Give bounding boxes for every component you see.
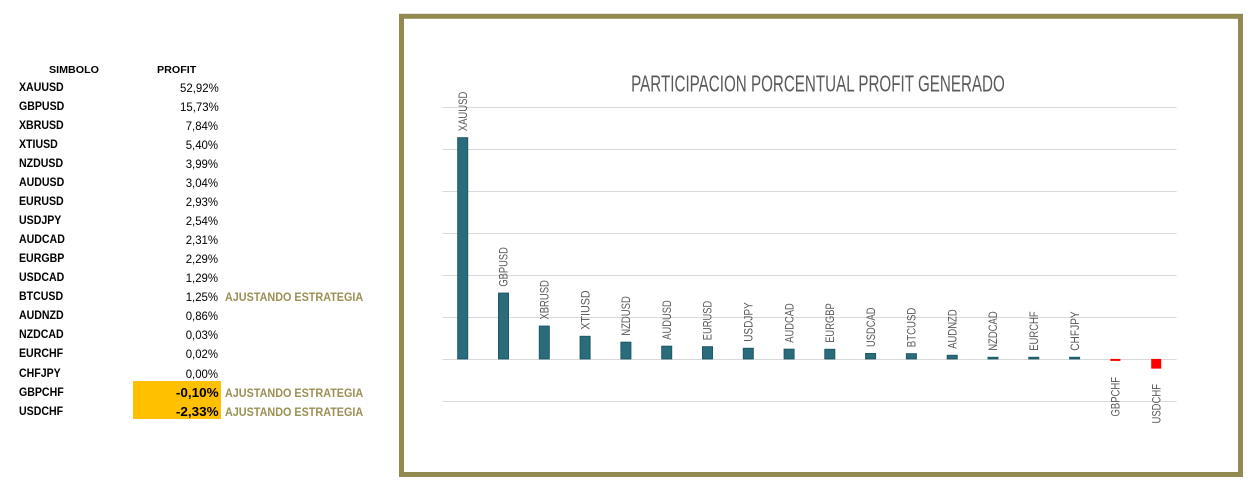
svg-text:GBPCHF: GBPCHF [1109,377,1123,417]
svg-text:NZDCAD: NZDCAD [986,311,1000,351]
svg-text:AUDCAD: AUDCAD [782,303,796,343]
svg-text:EURUSD: EURUSD [701,300,715,340]
svg-text:AUDNZD: AUDNZD [945,309,959,349]
svg-text:XTIUSD: XTIUSD [578,290,592,330]
svg-text:USDJPY: USDJPY [742,302,756,342]
svg-text:CHFJPY: CHFJPY [1068,311,1082,351]
svg-text:AUDUSD: AUDUSD [660,300,674,340]
svg-text:USDCAD: USDCAD [864,307,878,347]
svg-text:GBPUSD: GBPUSD [497,247,511,287]
svg-text:BTCUSD: BTCUSD [905,307,919,347]
svg-text:EURGBP: EURGBP [823,303,837,343]
svg-text:XBRUSD: XBRUSD [538,280,552,320]
svg-text:USDCHF: USDCHF [1149,384,1163,424]
svg-text:EURCHF: EURCHF [1027,311,1041,351]
svg-text:XAUUSD: XAUUSD [456,91,470,131]
svg-text:NZDUSD: NZDUSD [619,296,633,336]
